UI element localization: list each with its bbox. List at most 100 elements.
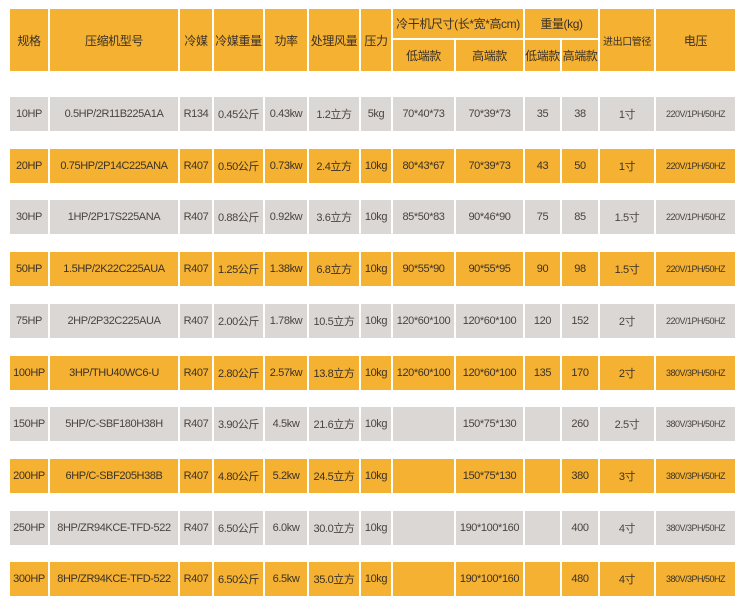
table-row: 100HP 3HP/THU40WC6-U R407 2.80公斤 2.57kw 13.8立…	[10, 355, 735, 390]
cell-weight-low: 90	[525, 252, 560, 287]
cell-size-low	[393, 407, 454, 442]
table-row: 75HP 2HP/2P32C225AUA R407 2.00公斤 1.78kw 10.5立…	[10, 303, 735, 338]
cell-size-low	[393, 562, 454, 597]
cell-spec: 10HP	[10, 97, 48, 131]
cell-spec: 300HP	[10, 562, 48, 597]
cell-size-low	[393, 510, 454, 545]
cell-pipe-diameter: 1.5寸	[600, 252, 654, 287]
cell-size-high: 90*46*90	[456, 200, 523, 235]
table-header: 规格 压缩机型号 冷媒 冷媒重量 功率 处理风量 压力 冷干机尺寸(长*宽*高c…	[10, 9, 735, 71]
cell-weight-high: 260	[562, 407, 598, 442]
cell-weight-low: 135	[525, 355, 560, 390]
cell-refrigerant: R134	[180, 97, 212, 131]
cell-refrigerant: R407	[180, 303, 212, 338]
cell-compressor-model: 6HP/C-SBF205H38B	[50, 458, 178, 493]
cell-refrigerant: R407	[180, 252, 212, 287]
cell-air-flow: 6.8立方	[309, 252, 359, 287]
cell-air-flow: 30.0立方	[309, 510, 359, 545]
cell-pipe-diameter: 3寸	[600, 458, 654, 493]
header-compressor-model: 压缩机型号	[50, 9, 178, 71]
header-pressure: 压力	[361, 9, 391, 71]
cell-pipe-diameter: 1.5寸	[600, 200, 654, 235]
cell-air-flow: 21.6立方	[309, 407, 359, 442]
cell-weight-high: 380	[562, 458, 598, 493]
cell-pipe-diameter: 2寸	[600, 355, 654, 390]
cell-size-low	[393, 458, 454, 493]
cell-size-low: 120*60*100	[393, 355, 454, 390]
cell-compressor-model: 1.5HP/2K22C225AUA	[50, 252, 178, 287]
cell-size-low: 90*55*90	[393, 252, 454, 287]
cell-air-flow: 2.4立方	[309, 148, 359, 183]
cell-refrigerant: R407	[180, 510, 212, 545]
cell-size-high: 150*75*130	[456, 407, 523, 442]
cell-weight-high: 480	[562, 562, 598, 597]
cell-refrigerant: R407	[180, 562, 212, 597]
cell-size-high: 120*60*100	[456, 355, 523, 390]
cell-refrigerant-weight: 3.90公斤	[214, 407, 263, 442]
cell-pipe-diameter: 4寸	[600, 562, 654, 597]
cell-pressure: 10kg	[361, 510, 391, 545]
cell-pressure: 10kg	[361, 458, 391, 493]
cell-weight-high: 170	[562, 355, 598, 390]
cell-weight-low	[525, 407, 560, 442]
cell-compressor-model: 3HP/THU40WC6-U	[50, 355, 178, 390]
cell-voltage: 380V/3PH/50HZ	[656, 510, 735, 545]
cell-pressure: 10kg	[361, 355, 391, 390]
cell-pressure: 5kg	[361, 97, 391, 131]
cell-weight-low: 75	[525, 200, 560, 235]
table-row: 150HP 5HP/C-SBF180H38H R407 3.90公斤 4.5kw 21.6…	[10, 407, 735, 442]
cell-air-flow: 35.0立方	[309, 562, 359, 597]
cell-spec: 75HP	[10, 303, 48, 338]
table-row: 300HP 8HP/ZR94KCE-TFD-522 R407 6.50公斤 6.5kw 3…	[10, 562, 735, 597]
cell-weight-low: 43	[525, 148, 560, 183]
cell-spec: 100HP	[10, 355, 48, 390]
cell-refrigerant-weight: 0.88公斤	[214, 200, 263, 235]
cell-power: 4.5kw	[265, 407, 307, 442]
cell-size-high: 90*55*95	[456, 252, 523, 287]
cell-air-flow: 10.5立方	[309, 303, 359, 338]
cell-weight-high: 152	[562, 303, 598, 338]
cell-voltage: 220V/1PH/50HZ	[656, 303, 735, 338]
cell-refrigerant-weight: 6.50公斤	[214, 562, 263, 597]
header-pipe-diameter: 进出口管径	[600, 9, 654, 71]
cell-compressor-model: 0.75HP/2P14C225ANA	[50, 148, 178, 183]
cell-air-flow: 3.6立方	[309, 200, 359, 235]
cell-spec: 50HP	[10, 252, 48, 287]
cell-weight-high: 85	[562, 200, 598, 235]
cell-size-low: 120*60*100	[393, 303, 454, 338]
cell-voltage: 220V/1PH/50HZ	[656, 252, 735, 287]
cell-weight-high: 400	[562, 510, 598, 545]
cell-power: 2.57kw	[265, 355, 307, 390]
header-size-high: 高端款	[456, 40, 523, 71]
cell-refrigerant: R407	[180, 458, 212, 493]
cell-voltage: 380V/3PH/50HZ	[656, 355, 735, 390]
cell-size-low: 70*40*73	[393, 97, 454, 131]
table-row: 250HP 8HP/ZR94KCE-TFD-522 R407 6.50公斤 6.0kw 3…	[10, 510, 735, 545]
header-power: 功率	[265, 9, 307, 71]
cell-power: 0.92kw	[265, 200, 307, 235]
cell-spec: 30HP	[10, 200, 48, 235]
cell-voltage: 220V/1PH/50HZ	[656, 97, 735, 131]
cell-air-flow: 13.8立方	[309, 355, 359, 390]
cell-voltage: 380V/3PH/50HZ	[656, 458, 735, 493]
cell-refrigerant: R407	[180, 200, 212, 235]
cell-spec: 250HP	[10, 510, 48, 545]
header-refrigerant-weight: 冷媒重量	[214, 9, 263, 71]
header-weight-high: 高端款	[562, 40, 598, 71]
cell-compressor-model: 8HP/ZR94KCE-TFD-522	[50, 562, 178, 597]
cell-power: 6.0kw	[265, 510, 307, 545]
cell-pressure: 10kg	[361, 303, 391, 338]
table-row: 50HP 1.5HP/2K22C225AUA R407 1.25公斤 1.38kw 6.8…	[10, 252, 735, 287]
cell-spec: 200HP	[10, 458, 48, 493]
cell-size-high: 190*100*160	[456, 510, 523, 545]
cell-weight-high: 98	[562, 252, 598, 287]
header-spec: 规格	[10, 9, 48, 71]
cell-size-high: 70*39*73	[456, 148, 523, 183]
cell-power: 0.73kw	[265, 148, 307, 183]
table-row: 30HP 1HP/2P17S225ANA R407 0.88公斤 0.92kw 3.6立方…	[10, 200, 735, 235]
cell-pipe-diameter: 1寸	[600, 97, 654, 131]
cell-voltage: 380V/3PH/50HZ	[656, 407, 735, 442]
cell-pipe-diameter: 1寸	[600, 148, 654, 183]
cell-compressor-model: 2HP/2P32C225AUA	[50, 303, 178, 338]
cell-weight-low: 35	[525, 97, 560, 131]
